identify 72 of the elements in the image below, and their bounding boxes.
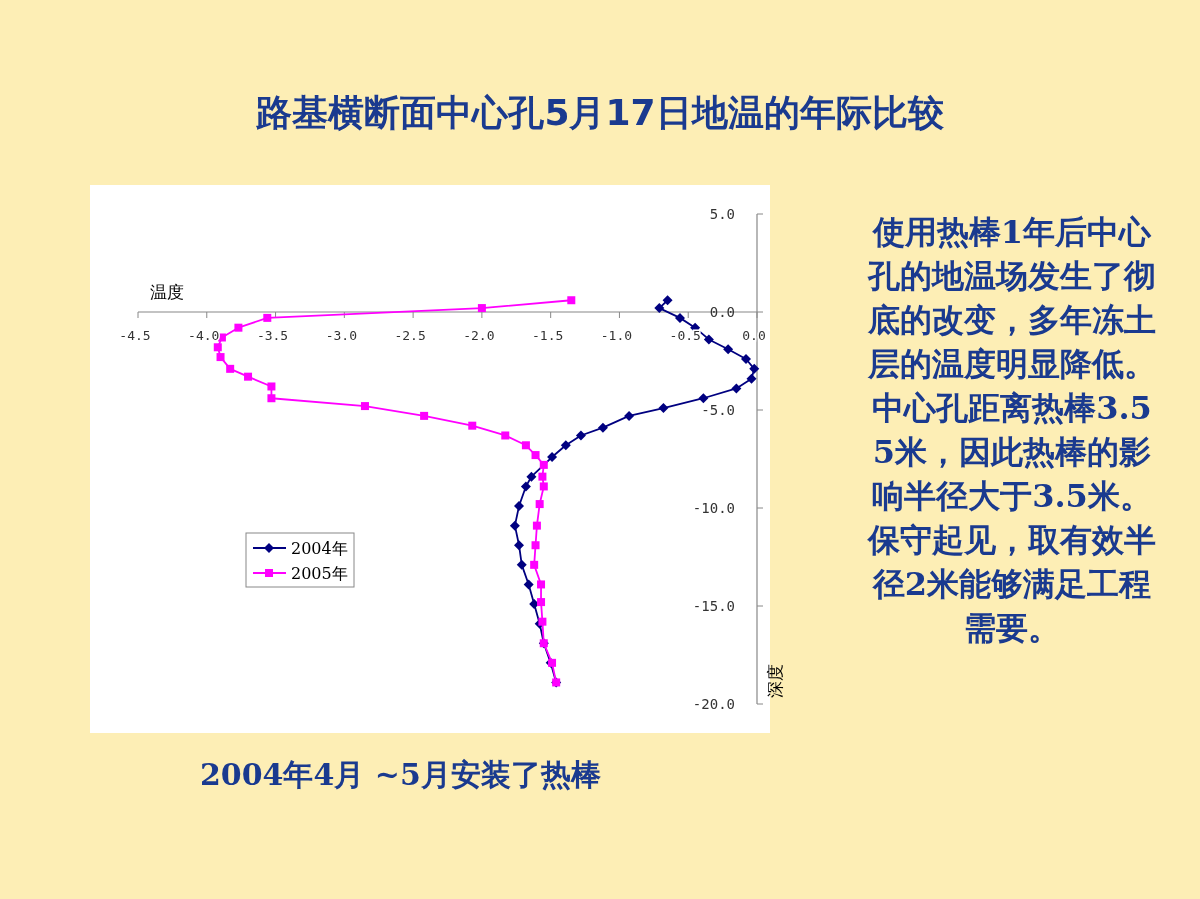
- x-tick-label: -2.5: [394, 328, 426, 343]
- x-tick-label: -3.5: [256, 328, 289, 343]
- point: [575, 430, 586, 441]
- point: [597, 422, 608, 433]
- point: [531, 451, 540, 460]
- point: [420, 411, 429, 420]
- x-tick-label: -2.0: [463, 328, 495, 343]
- point: [216, 353, 225, 362]
- point: [532, 521, 541, 530]
- point: [516, 559, 527, 570]
- x-tick-label: -4.5: [119, 328, 151, 343]
- point: [539, 460, 548, 469]
- point: [698, 393, 709, 404]
- point: [749, 363, 760, 374]
- point: [244, 372, 253, 381]
- point: [509, 520, 520, 531]
- legend-label: 2005年: [291, 564, 348, 583]
- point: [234, 323, 243, 332]
- point: [267, 394, 276, 403]
- point: [731, 383, 742, 394]
- x-tick-label: -1.5: [532, 328, 564, 343]
- point: [263, 313, 272, 322]
- x-tick-label: -1.0: [600, 328, 633, 343]
- x-tick-label: 0.0: [742, 328, 766, 343]
- point: [538, 472, 547, 481]
- point: [501, 431, 510, 440]
- point: [531, 541, 540, 550]
- point: [654, 303, 665, 314]
- y-tick-label: -5.0: [701, 402, 735, 418]
- point: [226, 364, 235, 373]
- point: [537, 598, 546, 607]
- y-tick-label: -15.0: [692, 598, 735, 614]
- y-tick-label: 0.0: [709, 304, 735, 320]
- point: [537, 580, 546, 589]
- chart-title: 路基横断面中心孔5月17日地温的年际比较: [255, 92, 945, 133]
- x-tick-label: -0.5: [669, 328, 701, 343]
- x-axis-title: 温度: [150, 282, 184, 302]
- point: [539, 482, 548, 491]
- point: [526, 471, 537, 482]
- point: [267, 382, 276, 391]
- point: [213, 343, 222, 352]
- point: [468, 421, 477, 430]
- legend-label: 2004年: [291, 539, 348, 558]
- point: [523, 579, 534, 590]
- point: [360, 402, 369, 411]
- y-tick-label: -20.0: [692, 696, 735, 712]
- point: [567, 296, 576, 305]
- point: [521, 441, 530, 450]
- text: 2004年4月 ~5月安装了热棒: [200, 757, 601, 792]
- point: [746, 373, 757, 384]
- point: [538, 617, 547, 626]
- point: [662, 295, 673, 306]
- point: [723, 344, 734, 355]
- point: [530, 560, 539, 569]
- point: [658, 403, 669, 414]
- y-axis-title: 深度: [765, 664, 785, 698]
- point: [514, 501, 525, 512]
- point: [674, 312, 685, 323]
- text: 使用热棒1年后中心孔的地温场发生了彻底的改变，多年冻土层的温度明显降低。中心孔距离热棒3.55米，因此热棒的影响半径大于3.5米。保守起见，取有效半径2米能够满足工程需要。: [868, 213, 1156, 647]
- point: [703, 334, 714, 345]
- point: [514, 540, 525, 551]
- point: [520, 481, 531, 492]
- x-tick-label: -3.0: [325, 328, 357, 343]
- y-tick-label: 5.0: [709, 206, 735, 222]
- point: [624, 410, 635, 421]
- point: [535, 500, 544, 509]
- point: [477, 304, 486, 313]
- point: [560, 440, 571, 451]
- point: [547, 452, 558, 463]
- point: [741, 354, 751, 365]
- x-tick-label: -4.0: [188, 328, 220, 343]
- y-tick-label: -10.0: [692, 500, 735, 516]
